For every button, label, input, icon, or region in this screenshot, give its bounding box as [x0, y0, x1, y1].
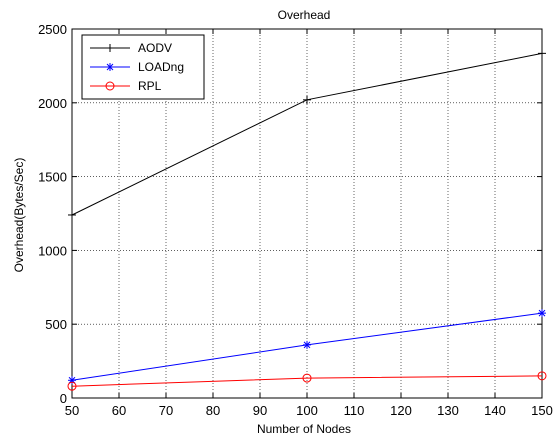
marker-stroke — [538, 309, 546, 317]
data-point-loadng — [303, 340, 311, 349]
marker-stroke — [537, 371, 547, 381]
x-tick-label: 150 — [531, 403, 553, 418]
x-tick-label: 120 — [390, 403, 412, 418]
legend-item-aodv: AODV — [90, 41, 172, 55]
data-point-aodv — [303, 95, 311, 104]
legend-label-rpl: RPL — [138, 79, 162, 93]
legend-items: AODV LOADng RPL — [90, 41, 184, 93]
y-tick-label: 500 — [45, 317, 67, 332]
series-rpl — [67, 371, 547, 391]
y-tick-label: 2500 — [38, 22, 67, 37]
legend-label-aodv: AODV — [138, 41, 172, 55]
x-tick-label: 130 — [437, 403, 459, 418]
legend: AODV LOADng RPL — [81, 34, 205, 100]
data-point-loadng — [538, 309, 546, 318]
legend-item-rpl: RPL — [90, 79, 162, 93]
marker-stroke — [303, 341, 311, 349]
x-tick-label: 110 — [344, 403, 365, 418]
data-point-rpl — [67, 381, 77, 391]
data-point-rpl — [302, 373, 312, 383]
data-point-aodv — [68, 210, 76, 219]
marker-stroke — [302, 373, 312, 383]
data-point-rpl — [537, 371, 547, 381]
x-tick-label: 60 — [112, 403, 126, 418]
legend-item-loadng: LOADng — [90, 60, 184, 74]
x-tick-label: 50 — [65, 403, 79, 418]
x-tick-label: 100 — [296, 403, 318, 418]
legend-label-loadng: LOADng — [138, 60, 184, 74]
marker-stroke — [105, 81, 115, 91]
y-tick-label: 1500 — [38, 170, 67, 185]
y-tick-label: 0 — [60, 391, 67, 406]
axis-ticks — [71, 28, 543, 399]
x-tick-labels: 50 60 70 80 90 100 110 120 130 140 150 — [65, 403, 553, 418]
y-tick-label: 2000 — [38, 96, 67, 111]
x-tick-label: 90 — [253, 403, 267, 418]
x-axis-label: Number of Nodes — [257, 422, 351, 436]
series-aodv — [68, 49, 546, 219]
series-line-rpl — [71, 375, 543, 387]
series — [67, 49, 547, 391]
marker-stroke — [106, 63, 114, 71]
legend-marker-rpl — [105, 81, 115, 91]
y-tick-labels: 0 500 1000 1500 2000 2500 — [38, 22, 67, 406]
x-tick-label: 140 — [484, 403, 506, 418]
legend-marker-loadng — [106, 63, 114, 71]
marker-stroke — [67, 381, 77, 391]
y-axis-label: Overhead(Bytes/Sec) — [12, 158, 26, 273]
chart-title: Overhead — [278, 8, 331, 22]
data-point-aodv — [538, 49, 546, 58]
x-tick-label: 80 — [206, 403, 220, 418]
x-tick-label: 70 — [159, 403, 173, 418]
y-tick-label: 1000 — [38, 243, 67, 258]
legend-marker-aodv — [106, 44, 114, 52]
